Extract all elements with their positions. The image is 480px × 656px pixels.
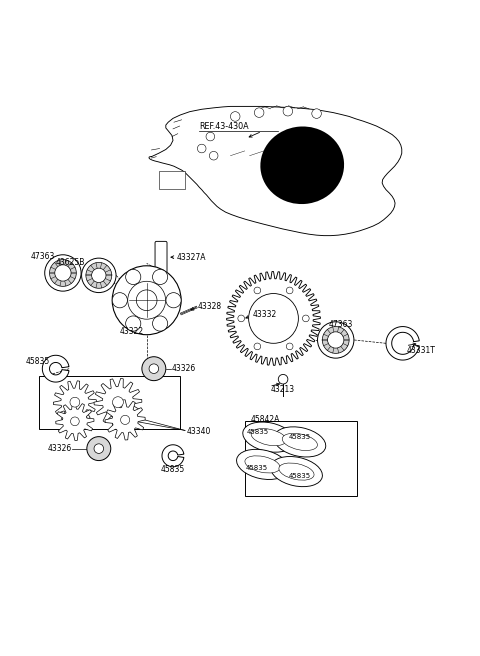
Circle shape	[254, 108, 264, 117]
Circle shape	[278, 375, 288, 384]
Bar	[245, 421, 357, 495]
Text: 43213: 43213	[270, 385, 294, 394]
Circle shape	[49, 260, 76, 287]
Circle shape	[312, 109, 322, 118]
Circle shape	[209, 152, 218, 160]
Circle shape	[197, 144, 206, 153]
Text: REF.43-430A: REF.43-430A	[199, 123, 249, 131]
Text: 43331T: 43331T	[407, 346, 435, 354]
Ellipse shape	[271, 457, 323, 487]
Ellipse shape	[279, 463, 314, 480]
Circle shape	[86, 262, 112, 288]
Circle shape	[153, 316, 168, 331]
Text: 47363: 47363	[30, 252, 55, 260]
Circle shape	[302, 315, 309, 322]
Text: 43332: 43332	[253, 310, 277, 319]
Text: 43326: 43326	[48, 444, 72, 453]
Text: 45835: 45835	[246, 465, 268, 471]
Circle shape	[70, 398, 80, 407]
Polygon shape	[105, 400, 145, 440]
Text: 43625B: 43625B	[56, 258, 85, 268]
Text: 45835: 45835	[161, 464, 185, 474]
Text: 43322: 43322	[120, 327, 144, 337]
Polygon shape	[56, 402, 94, 440]
Polygon shape	[42, 356, 69, 382]
Text: 45835: 45835	[247, 429, 269, 435]
Ellipse shape	[237, 449, 288, 480]
Circle shape	[87, 437, 111, 461]
Text: 43327A: 43327A	[177, 253, 206, 262]
Circle shape	[249, 293, 299, 343]
Circle shape	[206, 133, 215, 141]
Circle shape	[112, 293, 127, 308]
Text: 47363: 47363	[328, 320, 353, 329]
Circle shape	[166, 293, 181, 308]
Ellipse shape	[245, 456, 280, 473]
Circle shape	[323, 327, 349, 354]
Text: 43326: 43326	[172, 364, 196, 373]
Circle shape	[112, 266, 181, 335]
Circle shape	[120, 415, 130, 424]
Circle shape	[283, 106, 293, 116]
Circle shape	[92, 268, 106, 283]
Text: 45842A: 45842A	[251, 415, 280, 424]
Circle shape	[238, 315, 244, 322]
Circle shape	[318, 322, 354, 358]
Circle shape	[94, 444, 104, 453]
Circle shape	[254, 287, 261, 294]
Circle shape	[126, 316, 141, 331]
Circle shape	[126, 270, 141, 285]
Circle shape	[286, 343, 293, 350]
Polygon shape	[53, 380, 96, 424]
Text: 45835: 45835	[289, 474, 311, 480]
Polygon shape	[94, 379, 142, 426]
Circle shape	[327, 332, 344, 348]
Circle shape	[254, 343, 261, 350]
FancyBboxPatch shape	[155, 241, 167, 273]
Circle shape	[45, 255, 81, 291]
Bar	[39, 376, 180, 428]
Circle shape	[153, 270, 168, 285]
Text: 43328: 43328	[198, 302, 222, 311]
Circle shape	[142, 357, 166, 380]
Circle shape	[149, 364, 158, 373]
Circle shape	[82, 258, 116, 293]
Text: 45835: 45835	[25, 357, 50, 366]
Text: 45835: 45835	[289, 434, 311, 440]
Circle shape	[230, 112, 240, 121]
Ellipse shape	[251, 428, 286, 445]
Ellipse shape	[282, 434, 317, 451]
Circle shape	[286, 287, 293, 294]
Circle shape	[71, 417, 79, 426]
Ellipse shape	[243, 422, 295, 452]
Text: 43340: 43340	[186, 427, 211, 436]
Ellipse shape	[260, 127, 344, 204]
Polygon shape	[227, 272, 321, 365]
Circle shape	[112, 397, 123, 407]
Polygon shape	[386, 327, 420, 360]
Ellipse shape	[274, 427, 326, 457]
Circle shape	[55, 265, 71, 281]
Bar	[158, 171, 185, 189]
Polygon shape	[162, 445, 184, 467]
